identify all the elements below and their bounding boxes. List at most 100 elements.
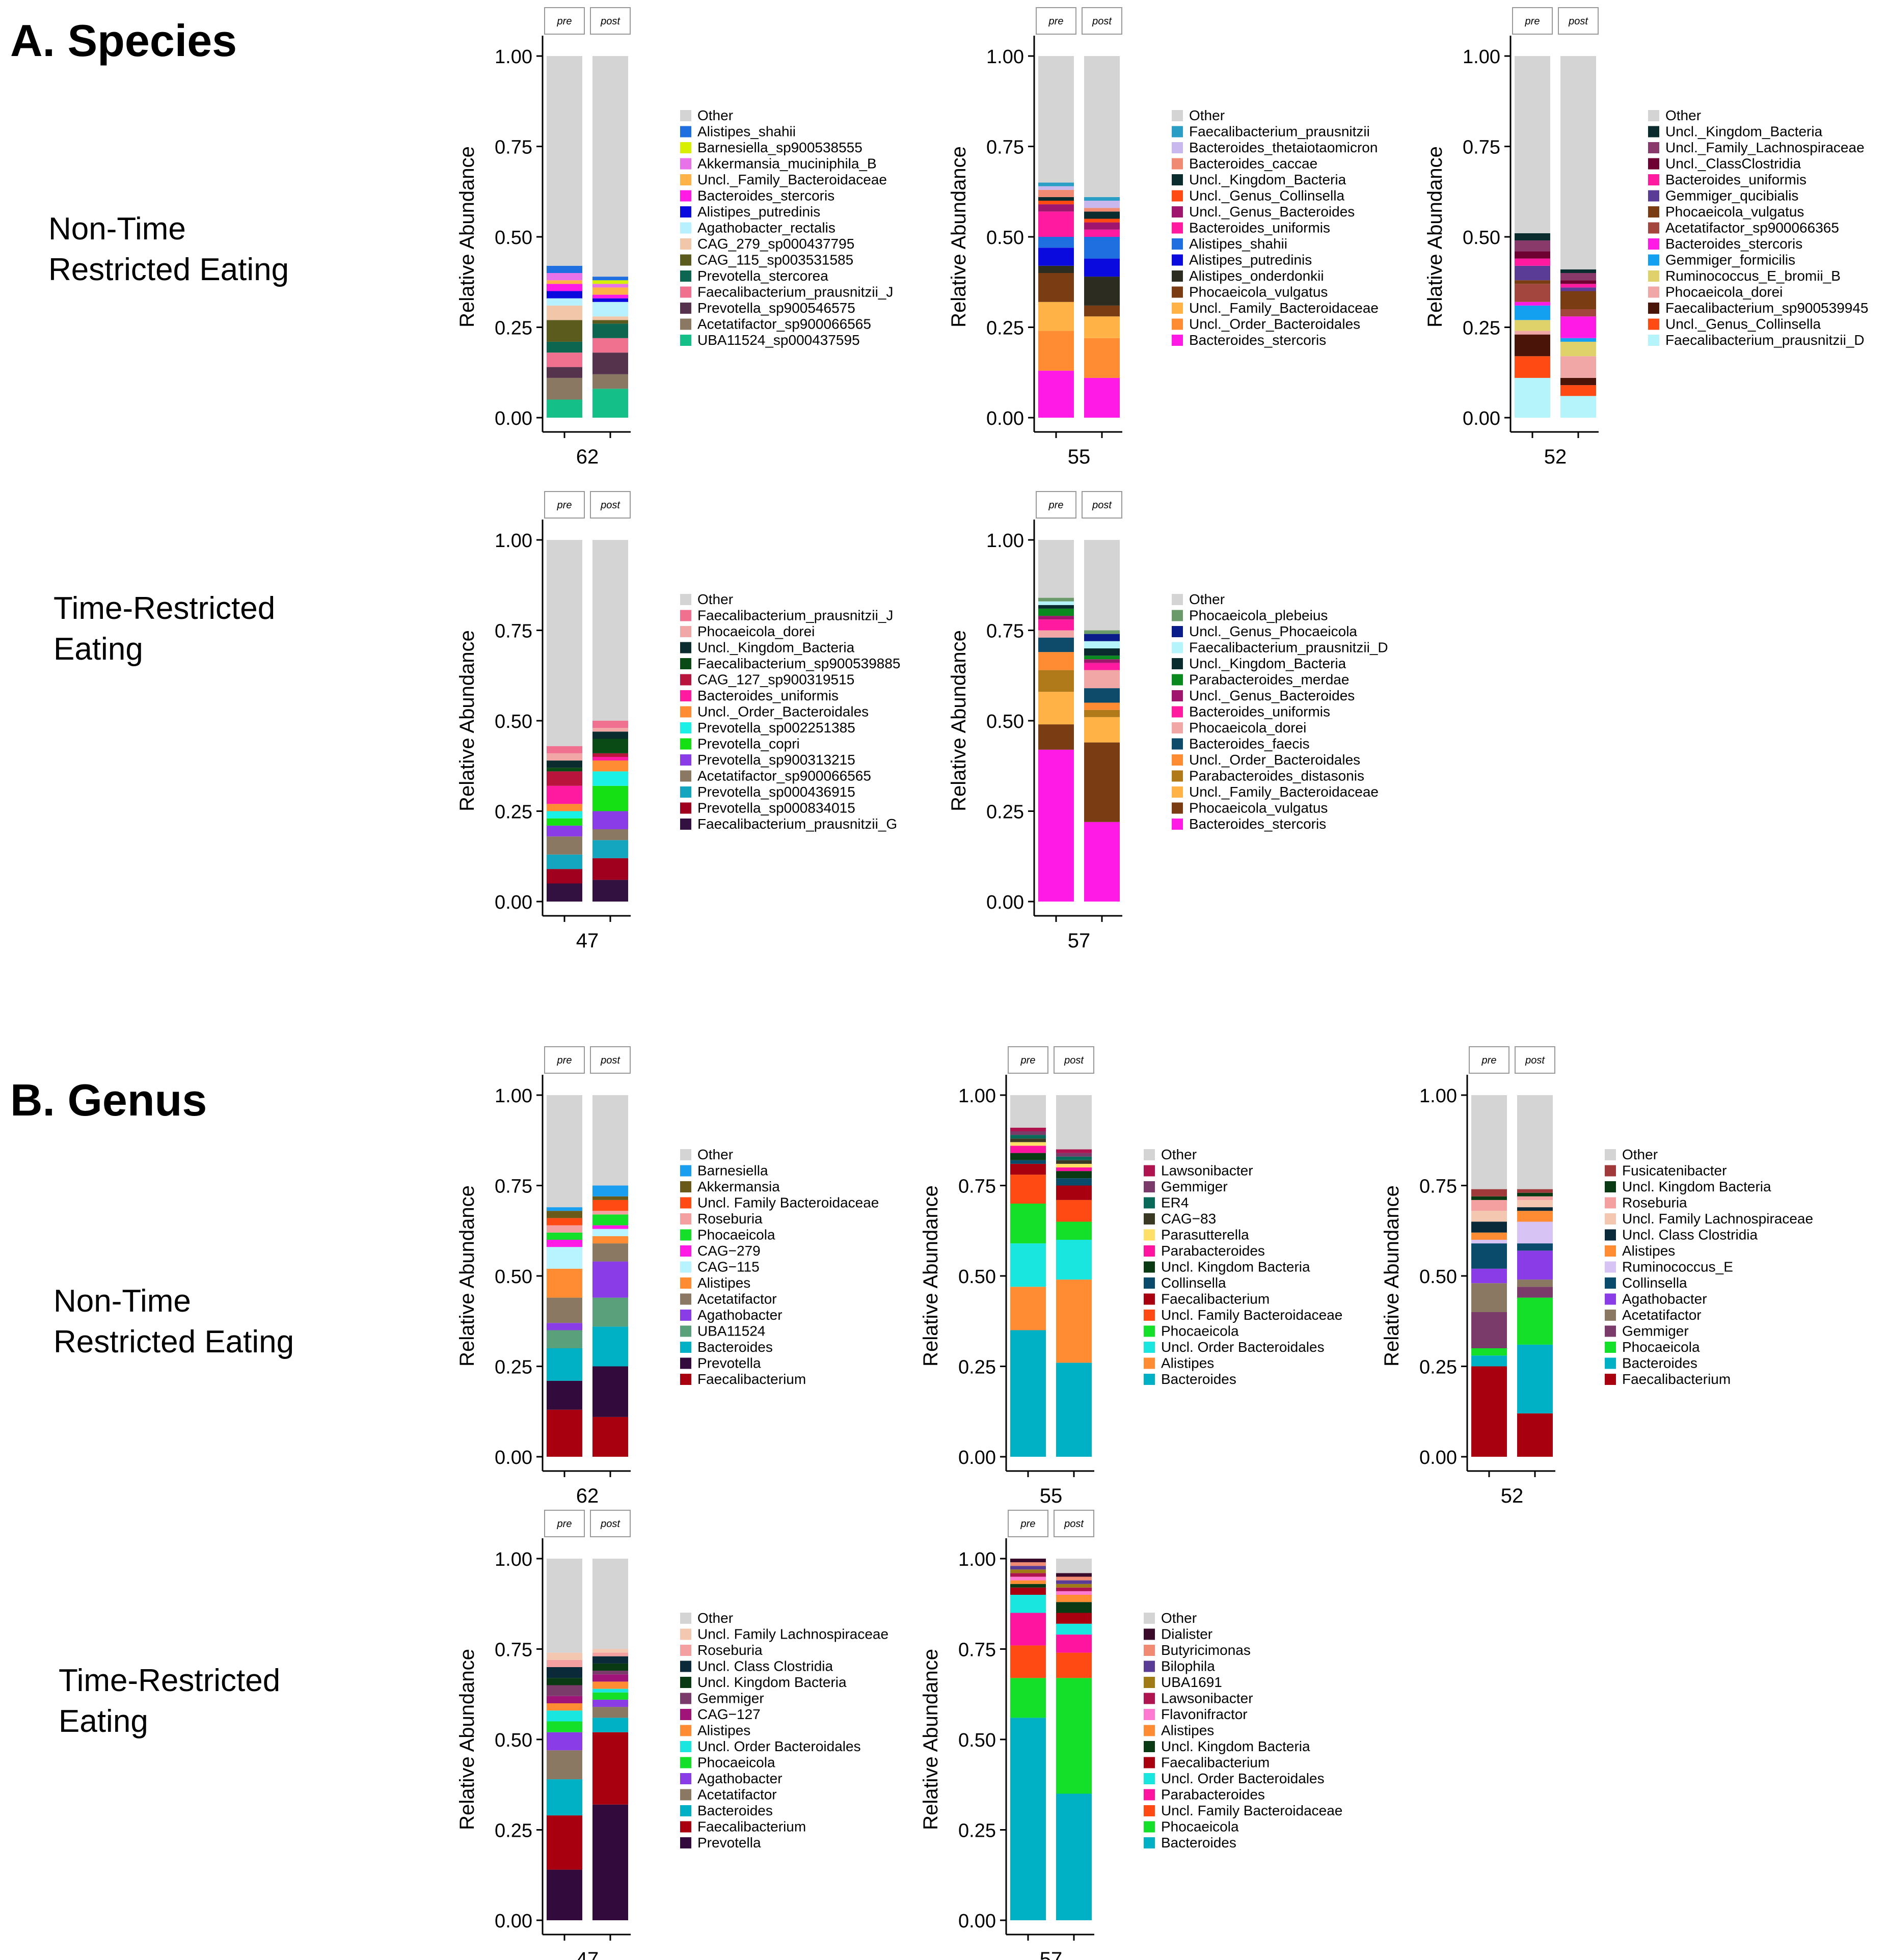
y-tick-label: 0.25: [958, 1357, 996, 1378]
legend-label: Barnesiella: [697, 1163, 768, 1179]
bar-segment: [592, 1707, 628, 1718]
bar-segment: [1010, 1243, 1046, 1287]
facet-label: pre: [557, 1055, 572, 1066]
legend-swatch: [680, 802, 691, 814]
bar-segment: [592, 757, 628, 761]
row-label-line: Eating: [59, 1704, 148, 1739]
bar-segment: [1038, 616, 1074, 620]
legend-swatch: [1172, 126, 1183, 138]
y-tick-label: 0.25: [495, 1820, 532, 1842]
facet-label: pre: [1048, 16, 1064, 27]
bar-segment: [1084, 222, 1120, 230]
bar-segment: [1471, 1196, 1507, 1200]
bar-segment: [1084, 663, 1120, 670]
legend-swatch: [680, 318, 691, 330]
bar-segment: [1471, 1348, 1507, 1356]
bar-segment: [1056, 1178, 1092, 1186]
legend-swatch: [680, 770, 691, 782]
legend-label: Uncl._Kingdom_Bacteria: [697, 640, 855, 656]
bar-segment: [1010, 1153, 1046, 1160]
legend-swatch: [680, 786, 691, 798]
bar-segment: [1038, 189, 1074, 197]
legend-label: Parabacteroides_distasonis: [1189, 768, 1364, 784]
legend-label: Roseburia: [697, 1211, 763, 1227]
y-tick-label: 0.00: [1419, 1447, 1457, 1468]
legend-swatch: [680, 190, 691, 202]
legend-swatch: [1172, 254, 1183, 266]
facet-label: post: [1092, 500, 1112, 511]
bar-segment: [547, 753, 582, 761]
y-tick-label: 0.25: [1463, 318, 1500, 339]
legend-label: Uncl._ClassClostridia: [1665, 156, 1801, 172]
y-tick-label: 0.50: [495, 1730, 532, 1751]
legend-swatch: [1172, 706, 1183, 718]
legend-swatch: [680, 222, 691, 234]
bar-segment: [547, 352, 582, 367]
bar-segment: [1084, 742, 1120, 822]
legend-swatch: [1144, 1197, 1155, 1209]
bar-segment: [1560, 356, 1596, 378]
bar-segment: [1056, 1153, 1092, 1157]
legend-label: Acetatifactor: [697, 1291, 777, 1307]
bar-segment: [592, 721, 628, 728]
legend-swatch: [680, 1805, 691, 1816]
bar-segment: [592, 1692, 628, 1700]
y-tick-label: 0.25: [1419, 1357, 1457, 1378]
bar-segment: [1038, 182, 1074, 186]
bar-segment: [547, 771, 582, 786]
bar-segment: [1038, 670, 1074, 692]
bar-segment: [1517, 1250, 1553, 1280]
bar-segment: [1515, 233, 1550, 241]
row-label-line: Time-Restricted: [53, 591, 275, 626]
legend-label: Bacteroides_uniformis: [1189, 220, 1330, 236]
legend-label: Alistipes_onderdonkii: [1189, 268, 1324, 284]
legend-label: CAG−115: [697, 1259, 760, 1275]
bar-segment: [1010, 1678, 1046, 1718]
legend-label: Agathobacter: [697, 1307, 783, 1323]
legend-swatch: [680, 674, 691, 686]
legend-label: Bacteroides: [1161, 1835, 1236, 1850]
y-tick-label: 0.50: [1463, 227, 1500, 249]
bar-segment: [1038, 608, 1074, 616]
bar-segment: [1084, 648, 1120, 656]
bar-segment: [1515, 284, 1550, 302]
legend-label: Bacteroides_faecis: [1189, 736, 1310, 752]
bar-segment: [547, 320, 582, 342]
bar-segment: [1038, 302, 1074, 331]
legend-label: Parabacteroides_merdae: [1189, 672, 1349, 688]
legend-swatch: [1172, 770, 1183, 782]
legend-label: Prevotella_sp900313215: [697, 752, 855, 768]
legend-swatch: [680, 1325, 691, 1337]
bar-segment: [1010, 1175, 1046, 1204]
bar-segment: [1084, 822, 1120, 902]
legend-label: Prevotella_stercorea: [697, 268, 828, 284]
bar-segment: [592, 352, 628, 374]
legend-swatch: [680, 706, 691, 718]
bar-segment: [1084, 197, 1120, 201]
y-tick-label: 0.00: [495, 1911, 532, 1932]
bar-segment: [1038, 605, 1074, 609]
bar-segment: [1038, 370, 1074, 418]
bar-segment: [1517, 1211, 1553, 1222]
legend-swatch: [1144, 1357, 1155, 1369]
facet-label: pre: [1481, 1055, 1497, 1066]
y-tick-label: 0.00: [495, 408, 532, 429]
bar-segment: [1471, 1232, 1507, 1240]
bar-segment: [1471, 1312, 1507, 1348]
bar-segment: [1084, 211, 1120, 219]
legend-label: Faecalibacterium: [1161, 1755, 1270, 1771]
legend-swatch: [1648, 126, 1659, 138]
legend-swatch: [1605, 1213, 1616, 1224]
bar-segment: [1517, 1192, 1553, 1196]
bar-segment: [1084, 277, 1120, 306]
bar-segment: [1517, 1207, 1553, 1211]
bar-segment: [547, 1750, 582, 1780]
bar-segment: [592, 1417, 628, 1457]
y-tick-label: 0.75: [986, 137, 1024, 158]
bar-segment: [592, 739, 628, 753]
legend-swatch: [680, 690, 691, 701]
bar-segment: [1517, 1196, 1553, 1200]
legend-label: Alistipes: [697, 1275, 750, 1291]
facet-strip: [1469, 1046, 1509, 1074]
bar-segment: [592, 1326, 628, 1367]
